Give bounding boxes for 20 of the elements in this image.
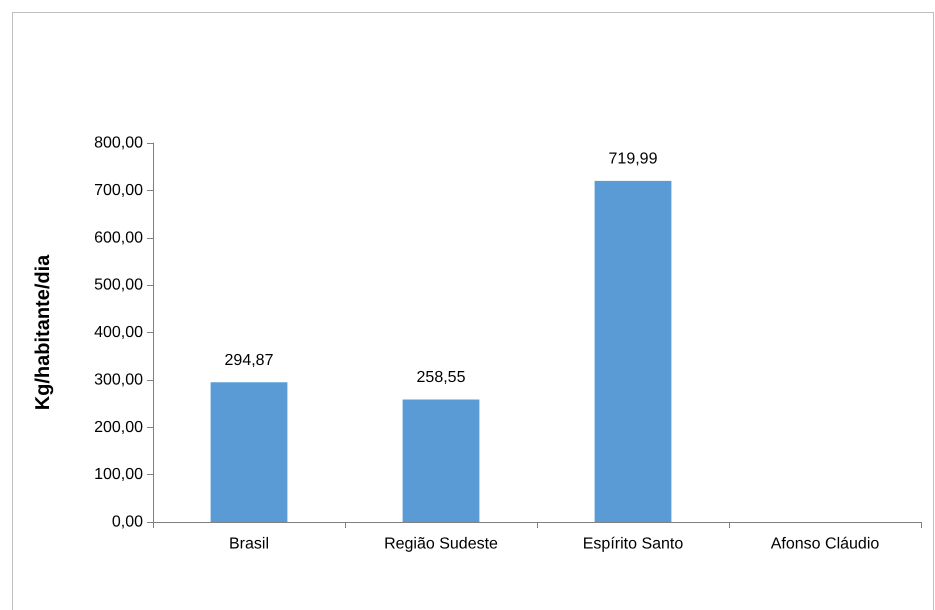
bar xyxy=(402,400,480,522)
y-tick-label: 100,00 xyxy=(94,466,144,484)
y-axis-title: Kg/habitante/dia xyxy=(32,254,54,410)
y-tick-label: 0,00 xyxy=(112,514,144,530)
y-tick-label: 700,00 xyxy=(94,182,144,199)
x-tick-label: Afonso Cláudio xyxy=(770,536,880,552)
y-tick-label: 400,00 xyxy=(94,324,144,341)
x-tick-label: Brasil xyxy=(228,536,270,552)
y-tick-label: 500,00 xyxy=(94,276,144,294)
bar xyxy=(210,382,288,522)
data-label: 719,99 xyxy=(608,150,658,168)
data-label: 294,87 xyxy=(224,352,274,369)
y-tick-label: 300,00 xyxy=(94,371,144,388)
data-label: 258,55 xyxy=(416,369,466,386)
x-tick-label: Espírito Santo xyxy=(582,536,684,552)
y-tick-label: 600,00 xyxy=(94,229,144,246)
x-tick-label: Região Sudeste xyxy=(384,536,498,552)
y-tick-label: 800,00 xyxy=(94,134,144,152)
bar xyxy=(594,180,672,522)
y-tick-label: 200,00 xyxy=(94,418,144,436)
